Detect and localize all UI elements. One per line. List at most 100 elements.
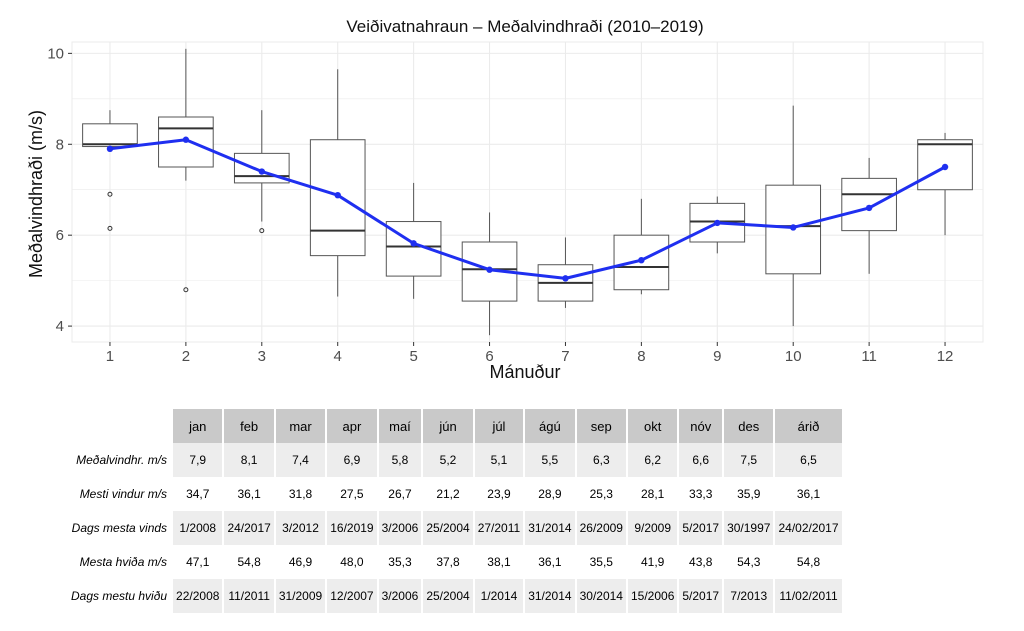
table-cell: 54,8	[775, 545, 842, 579]
table-cell: 43,8	[679, 545, 723, 579]
x-tick-label: 6	[485, 348, 493, 365]
y-tick-label: 4	[56, 318, 64, 335]
x-tick-label: 2	[182, 348, 190, 365]
column-header: mar	[275, 409, 326, 443]
table-cell: 5/2017	[679, 511, 723, 545]
table-cell: 5,2	[423, 443, 473, 477]
table-row: Mesti vindur m/s 34,7 36,1 31,8 27,5 26,7 21,2…	[68, 477, 842, 511]
column-header: sep	[576, 409, 626, 443]
iqr-box	[82, 123, 138, 148]
mean-point	[865, 204, 873, 212]
x-tick-label: 11	[861, 348, 877, 365]
table-cell: 54,8	[224, 545, 274, 579]
table-row: Dags mesta vinds 1/2008 24/2017 3/2012 16/20…	[68, 511, 842, 545]
table-cell: 3/2006	[378, 579, 422, 613]
table-cell: 31/2014	[525, 579, 575, 613]
table-cell: 7/2013	[724, 579, 774, 613]
table-cell: 3/2006	[378, 511, 422, 545]
table-cell: 23,9	[474, 477, 524, 511]
table-cell: 22/2008	[173, 579, 223, 613]
table-cell: 31/2009	[275, 579, 326, 613]
outlier-point	[259, 228, 265, 234]
x-tick-label: 10	[785, 348, 802, 365]
column-header: júl	[474, 409, 524, 443]
table-cell: 3/2012	[275, 511, 326, 545]
table-cell: 31/2014	[525, 511, 575, 545]
mean-point	[941, 163, 949, 171]
table-cell: 34,7	[173, 477, 223, 511]
table-cell: 24/2017	[224, 511, 274, 545]
plot-panel	[71, 41, 984, 343]
table-cell: 21,2	[423, 477, 473, 511]
x-axis-ticks: 1 2 3 4 5 6 7 8 9 10 11 12	[106, 342, 954, 365]
y-axis-ticks: 4 6 8 10	[47, 45, 72, 335]
x-tick-label: 4	[334, 348, 342, 365]
x-tick-label: 3	[258, 348, 266, 365]
table-cell: 35,5	[576, 545, 626, 579]
table-cell: 27/2011	[474, 511, 524, 545]
table-cell: 6,2	[627, 443, 678, 477]
x-tick-label: 1	[106, 348, 114, 365]
table-cell: 26/2009	[576, 511, 626, 545]
table-header-row: jan feb mar apr maí jún júl ágú sep okt nóv des árið	[68, 409, 842, 443]
mean-point	[562, 275, 569, 282]
box-month-11	[841, 157, 897, 274]
mean-line-series	[106, 136, 949, 282]
table-cell: 36,1	[525, 545, 575, 579]
x-tick-label: 7	[561, 348, 569, 365]
row-label: Mesta hviða m/s	[68, 545, 172, 579]
table-cell: 38,1	[474, 545, 524, 579]
table-cell: 5,8	[378, 443, 422, 477]
mean-point	[714, 219, 721, 227]
row-label: Meðalvindhr. m/s	[68, 443, 172, 477]
table-cell: 1/2014	[474, 579, 524, 613]
table-cell: 35,9	[724, 477, 774, 511]
table-cell: 5,1	[474, 443, 524, 477]
table-cell: 33,3	[679, 477, 723, 511]
table-cell: 8,1	[224, 443, 274, 477]
table-cell: 46,9	[275, 545, 326, 579]
table-cell: 54,3	[724, 545, 774, 579]
monthly-stats-table: jan feb mar apr maí jún júl ágú sep okt nóv des árið…	[66, 409, 844, 613]
column-header: maí	[378, 409, 422, 443]
row-label: Dags mestu hviðu	[68, 579, 172, 613]
mean-point	[334, 191, 341, 199]
iqr-box	[841, 177, 897, 232]
y-tick-label: 8	[56, 136, 64, 153]
table-cell: 36,1	[775, 477, 842, 511]
table-cell: 30/1997	[724, 511, 774, 545]
x-tick-label: 9	[713, 348, 721, 365]
table-cell: 25/2004	[423, 511, 473, 545]
mean-line	[109, 138, 946, 280]
x-tick-label: 12	[937, 348, 954, 365]
mean-point	[638, 256, 645, 264]
chart-title: Veiðivatnahraun – Meðalvindhraði (2010–2…	[346, 17, 703, 36]
x-tick-label: 5	[409, 348, 417, 365]
table-cell: 25/2004	[423, 579, 473, 613]
table-cell: 11/02/2011	[775, 579, 842, 613]
mean-point	[410, 240, 417, 247]
table-cell: 36,1	[224, 477, 274, 511]
table-cell: 12/2007	[327, 579, 377, 613]
table-cell: 26,7	[378, 477, 422, 511]
table-cell: 6,3	[576, 443, 626, 477]
table-cell: 5/2017	[679, 579, 723, 613]
table-cell: 7,9	[173, 443, 223, 477]
table-cell: 7,5	[724, 443, 774, 477]
column-header: des	[724, 409, 774, 443]
x-axis-label: Mánuður	[489, 362, 560, 382]
row-label: Dags mesta vinds	[68, 511, 172, 545]
outlier-point	[107, 191, 113, 197]
y-tick-label: 6	[56, 227, 64, 244]
table-cell: 9/2009	[627, 511, 678, 545]
table-row: Mesta hviða m/s 47,1 54,8 46,9 48,0 35,3 37,8 3…	[68, 545, 842, 579]
outlier-point	[107, 225, 113, 231]
x-tick-label: 8	[637, 348, 645, 365]
table-cell: 6,5	[775, 443, 842, 477]
column-header: árið	[775, 409, 842, 443]
table-cell: 35,3	[378, 545, 422, 579]
y-tick-label: 10	[47, 45, 64, 62]
mean-point	[486, 266, 493, 273]
boxplot-chart: Veiðivatnahraun – Meðalvindhraði (2010–2…	[26, 17, 984, 382]
column-header: ágú	[525, 409, 575, 443]
